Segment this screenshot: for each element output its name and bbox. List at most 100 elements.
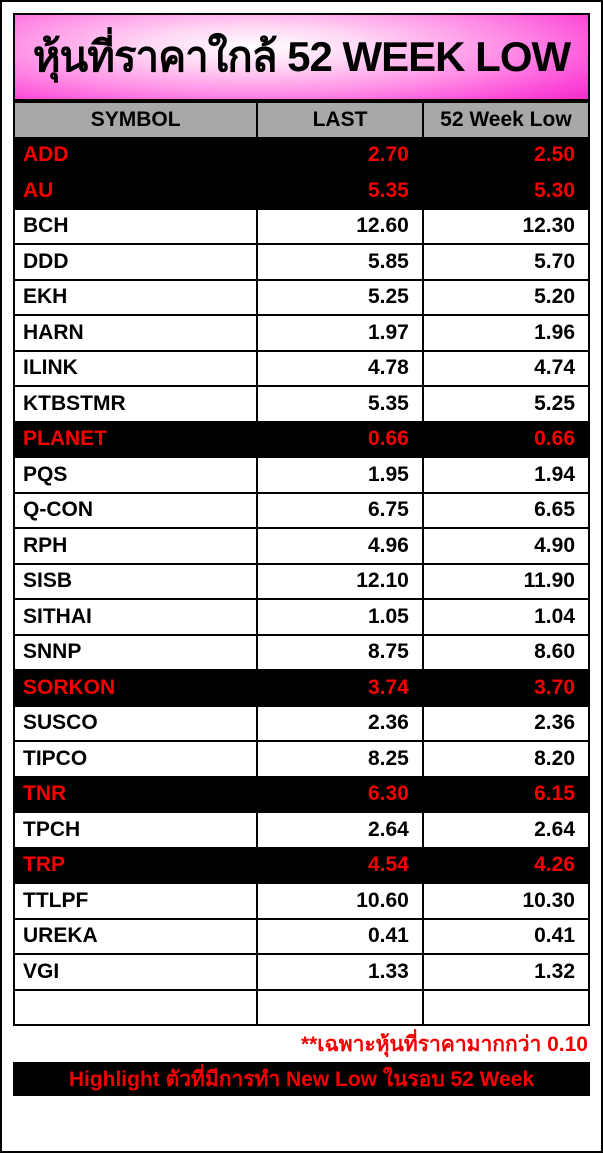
stocks-table: SYMBOL LAST 52 Week Low ADD 2.70 2.50 AU 5.3… [12,101,591,1026]
last-price-cell: 3.74 [256,669,424,707]
table-row: SNNP 8.75 8.60 [12,633,591,671]
symbol-cell: Q-CON [12,491,259,529]
last-price-cell: 10.60 [256,882,424,920]
table-row: EKH 5.25 5.20 [12,278,591,316]
52-week-low-cell: 8.20 [421,740,591,778]
table-row-new-low: AU 5.35 5.30 [12,172,591,210]
symbol-cell: UREKA [12,917,259,955]
table-row: HARN 1.97 1.96 [12,314,591,352]
symbol-cell: PQS [12,456,259,494]
symbol-cell: HARN [12,314,259,352]
symbol-cell: AU [12,172,259,210]
table-row: ILINK 4.78 4.74 [12,349,591,387]
52-week-low-cell: 1.96 [421,314,591,352]
column-header-last: LAST [256,101,424,139]
symbol-cell: BCH [12,207,259,245]
last-price-cell: 6.30 [256,775,424,813]
52-week-low-cell: 1.94 [421,456,591,494]
52-week-low-cell: 4.26 [421,846,591,884]
table-row: SITHAI 1.05 1.04 [12,598,591,636]
header-row: SYMBOL LAST 52 Week Low [12,101,591,139]
52-week-low-cell: 2.36 [421,704,591,742]
last-price-cell: 2.64 [256,811,424,849]
table-row: RPH 4.96 4.90 [12,527,591,565]
last-price-cell: 4.96 [256,527,424,565]
52-week-low-cell: 12.30 [421,207,591,245]
52-week-low-cell: 2.64 [421,811,591,849]
last-price-cell: 1.97 [256,314,424,352]
table-row: PQS 1.95 1.94 [12,456,591,494]
last-price-cell: 1.05 [256,598,424,636]
symbol-cell: EKH [12,278,259,316]
52-week-low-cell: 2.50 [421,136,591,174]
last-price-cell: 2.36 [256,704,424,742]
table-row-new-low: TNR 6.30 6.15 [12,775,591,813]
table-row: TTLPF 10.60 10.30 [12,882,591,920]
symbol-cell: ILINK [12,349,259,387]
52-week-low-cell: 3.70 [421,669,591,707]
table-row: Q-CON 6.75 6.65 [12,491,591,529]
last-price-cell: 2.70 [256,136,424,174]
symbol-cell: KTBSTMR [12,385,259,423]
last-price-cell: 12.60 [256,207,424,245]
column-header-symbol: SYMBOL [12,101,259,139]
column-header-52w-low: 52 Week Low [421,101,591,139]
last-price-cell: 1.95 [256,456,424,494]
symbol-cell: TNR [12,775,259,813]
symbol-cell: SORKON [12,669,259,707]
symbol-cell: VGI [12,953,259,991]
symbol-cell: SNNP [12,633,259,671]
symbol-cell: TRP [12,846,259,884]
last-price-cell: 12.10 [256,562,424,600]
symbol-cell: TTLPF [12,882,259,920]
footer-highlight-text: Highlight ตัวที่มีการทำ New Low ในรอบ 52… [68,1067,535,1091]
last-price-cell: 5.25 [256,278,424,316]
52-week-low-cell: 4.90 [421,527,591,565]
last-price-cell: 4.78 [256,349,424,387]
52-week-low-cell: 6.15 [421,775,591,813]
last-price-cell: 8.75 [256,633,424,671]
last-price-cell: 5.35 [256,172,424,210]
table-row: TIPCO 8.25 8.20 [12,740,591,778]
table-row: DDD 5.85 5.70 [12,243,591,281]
table-row [12,988,591,1026]
table-row: KTBSTMR 5.35 5.25 [12,385,591,423]
52-week-low-cell: 6.65 [421,491,591,529]
table-row-new-low: ADD 2.70 2.50 [12,136,591,174]
table-row: TPCH 2.64 2.64 [12,811,591,849]
52-week-low-cell: 0.66 [421,420,591,458]
symbol-cell: SISB [12,562,259,600]
footer-highlight-note: Highlight ตัวที่มีการทำ New Low ในรอบ 52… [13,1062,590,1096]
table-row: SUSCO 2.36 2.36 [12,704,591,742]
symbol-cell: SUSCO [12,704,259,742]
symbol-cell: TPCH [12,811,259,849]
symbol-cell [12,988,259,1026]
table-row-new-low: TRP 4.54 4.26 [12,846,591,884]
symbol-cell: PLANET [12,420,259,458]
52-week-low-cell [421,988,591,1026]
last-price-cell: 5.35 [256,385,424,423]
52-week-low-cell: 8.60 [421,633,591,671]
last-price-cell: 5.85 [256,243,424,281]
footnote-price-filter: **เฉพาะหุ้นที่ราคามากกว่า 0.10 [300,1032,588,1056]
52-week-low-cell: 5.70 [421,243,591,281]
table-row: BCH 12.60 12.30 [12,207,591,245]
table-row-new-low: SORKON 3.74 3.70 [12,669,591,707]
table-row: SISB 12.10 11.90 [12,562,591,600]
52-week-low-cell: 4.74 [421,349,591,387]
last-price-cell: 0.41 [256,917,424,955]
52-week-low-cell: 10.30 [421,882,591,920]
last-price-cell: 8.25 [256,740,424,778]
symbol-cell: SITHAI [12,598,259,636]
table-row: UREKA 0.41 0.41 [12,917,591,955]
last-price-cell: 6.75 [256,491,424,529]
52-week-low-cell: 5.30 [421,172,591,210]
last-price-cell: 0.66 [256,420,424,458]
52-week-low-cell: 1.32 [421,953,591,991]
last-price-cell [256,988,424,1026]
52-week-low-cell: 5.20 [421,278,591,316]
52-week-low-cell: 5.25 [421,385,591,423]
symbol-cell: TIPCO [12,740,259,778]
symbol-cell: ADD [12,136,259,174]
symbol-cell: DDD [12,243,259,281]
